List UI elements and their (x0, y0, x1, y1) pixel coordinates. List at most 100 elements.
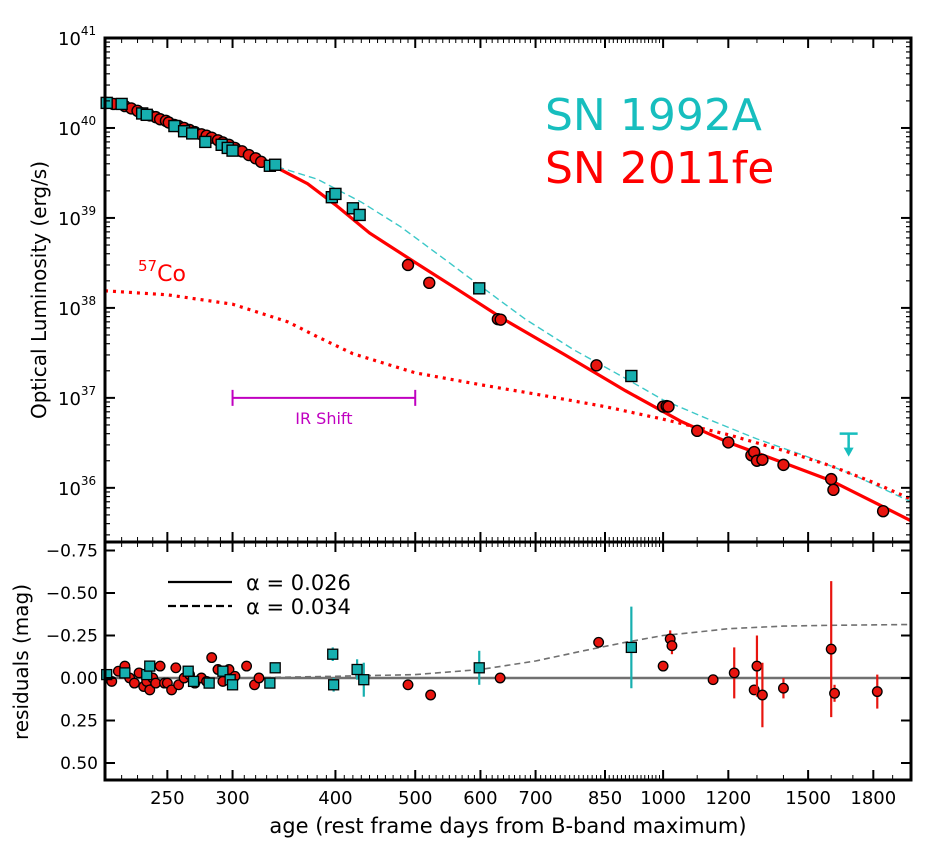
bottom-panel-background (105, 542, 911, 780)
x-tick-label: 1000 (640, 788, 686, 809)
residual-dashed-curve (105, 623, 912, 679)
y-tick-base: 10 (58, 29, 81, 50)
residual-sn2011fe-point (825, 643, 837, 655)
sn2011fe-point (401, 258, 415, 272)
upper-limit-arrowhead (843, 447, 854, 457)
residual-sn2011fe-point (756, 689, 768, 701)
x-tick-label: 1200 (705, 788, 751, 809)
sn2011fe-point (824, 472, 838, 486)
residual-sn1992a-point (217, 665, 229, 677)
sn1992a-point (115, 97, 128, 111)
x-tick-label: 1500 (785, 788, 831, 809)
residual-sn2011fe-point (206, 652, 218, 664)
residual-sn1992a-point (358, 674, 370, 686)
top-points (100, 96, 890, 518)
bottom-y-axis-label: residuals (mag) (9, 584, 33, 740)
residual-sn1992a-point (203, 677, 215, 689)
bottom-x-tick-labels: 250 300 400 500 600 700 850 1000 1200 1500 1800 (150, 788, 896, 809)
y-tick-exponent: 38 (81, 294, 96, 308)
y-tick-base: 10 (58, 389, 81, 410)
x-tick-label: 700 (518, 788, 552, 809)
sn1992a-point (140, 108, 153, 122)
sn1992a-point (346, 202, 360, 215)
sn2011fe-point (777, 458, 790, 472)
residual-sn2011fe-point (871, 686, 883, 698)
alpha-legend-solid-label: α = 0.026 (246, 571, 351, 595)
sn2011fe-point (876, 504, 890, 518)
residual-sn1992a-point (182, 665, 194, 677)
bottom-points (101, 581, 883, 728)
sn2011fe-point (662, 400, 675, 413)
y-tick-exponent: 37 (81, 384, 96, 398)
x-tick-label: 300 (215, 788, 249, 809)
sn1992a-point (269, 158, 282, 171)
residual-sn1992a-point (226, 679, 239, 691)
residual-sn2011fe-point (593, 636, 605, 648)
residual-sn2011fe-point (707, 674, 719, 686)
residual-sn2011fe-point (494, 672, 506, 684)
y-tick-label: 1041 (58, 24, 96, 50)
residual-sn2011fe-point (777, 682, 789, 694)
residual-sn2011fe-point (170, 662, 182, 674)
residual-sn2011fe-point (425, 689, 437, 701)
x-tick-label: 250 (150, 788, 184, 809)
sn1992a-point (625, 369, 638, 383)
upper-limit-marker (839, 432, 858, 457)
residual-sn1992a-point (187, 675, 200, 688)
residual-y-tick-label: −0.50 (46, 584, 98, 604)
y-tick-label: 1036 (58, 474, 96, 500)
sn1992a-point (199, 135, 212, 149)
x-tick-label: 850 (588, 788, 622, 809)
ir-shift-label: IR Shift (295, 409, 352, 428)
x-tick-label: 600 (463, 788, 497, 809)
residual-sn1992a-point (327, 679, 340, 691)
top-panel-background (105, 38, 911, 542)
sn1992a-point (186, 127, 199, 140)
y-tick-label: 1038 (58, 294, 96, 320)
bottom-panel-frame (103, 540, 913, 782)
residual-sn2011fe-point (829, 687, 840, 699)
residual-y-tick-label: 0.50 (60, 754, 98, 774)
residual-sn1992a-point (327, 648, 339, 660)
sn2011fe-point (590, 359, 603, 372)
residual-y-tick-label: −0.75 (46, 542, 98, 562)
y-tick-base: 10 (58, 299, 81, 320)
alpha-legend: α = 0.026 α = 0.034 (168, 571, 351, 619)
legend-sn1992a: SN 1992A (545, 90, 762, 141)
residual-sn2011fe-point (241, 660, 253, 672)
residual-sn2011fe-point (144, 684, 156, 696)
sn1992a-point (329, 187, 342, 201)
residual-sn1992a-point (144, 660, 156, 672)
sn2011fe-point (423, 276, 436, 290)
residual-sn2011fe-point (128, 677, 140, 689)
residual-sn1992a-point (101, 668, 113, 681)
co57-superscript: 57 (138, 257, 157, 275)
bottom-y-tick-labels: −0.75 −0.50 −0.25 0.00 0.25 0.50 (46, 542, 98, 775)
bottom-axis-ticks (105, 542, 911, 780)
bottom-curves (105, 623, 912, 679)
y-tick-exponent: 41 (81, 24, 96, 38)
residual-sn2011fe-point (751, 660, 763, 672)
sn2011fe-point (722, 436, 735, 449)
x-axis-label: age (rest frame days from B-band maximum… (269, 814, 746, 838)
y-tick-label: 1039 (58, 204, 96, 230)
y-tick-base: 10 (58, 119, 81, 140)
top-y-axis-label: Optical Luminosity (erg/s) (27, 161, 51, 419)
sn1992a-point (226, 144, 239, 157)
residual-sn2011fe-point (728, 667, 740, 679)
x-tick-label: 400 (318, 788, 352, 809)
y-tick-label: 1040 (58, 114, 96, 140)
residual-sn1992a-point (264, 677, 276, 689)
residual-sn1992a-point (351, 663, 363, 676)
residual-sn1992a-point (269, 662, 281, 674)
residual-y-tick-label: 0.00 (60, 669, 98, 689)
residual-sn2011fe-point (253, 672, 265, 684)
residual-sn1992a-point (119, 667, 131, 679)
y-tick-exponent: 36 (81, 474, 96, 488)
residuals-panel: −0.75 −0.50 −0.25 0.00 0.25 0.50 250 300 400 500… (9, 540, 913, 838)
co57-label: 57Co (138, 257, 186, 287)
y-tick-exponent: 40 (81, 114, 96, 128)
